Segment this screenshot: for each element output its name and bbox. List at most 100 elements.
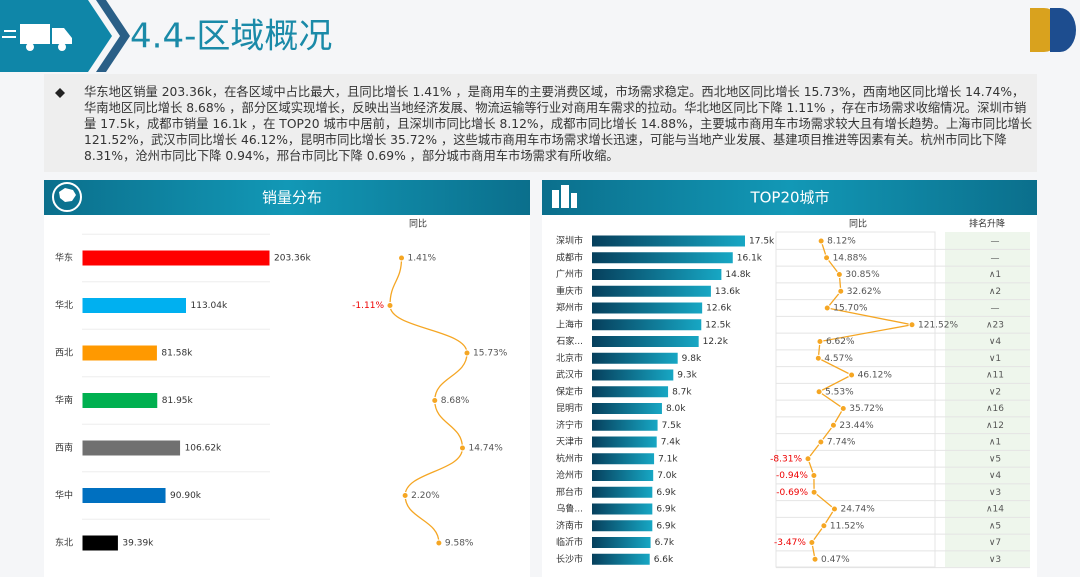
value-label: 113.04k xyxy=(191,301,228,311)
category-label: 济南市 xyxy=(556,519,583,531)
value-label: 7.5k xyxy=(662,421,682,431)
bar xyxy=(81,487,167,504)
rank-change: ∧11 xyxy=(986,371,1004,381)
bullet xyxy=(55,88,65,98)
rank-change: — xyxy=(991,304,1000,314)
value-label: 6.6k xyxy=(654,555,674,565)
value-label: 8.0k xyxy=(666,404,686,414)
category-label: 华东 xyxy=(55,252,73,264)
rank-change: ∨3 xyxy=(989,555,1001,565)
left-panel-header xyxy=(44,180,530,215)
rank-change: ∧16 xyxy=(986,404,1004,414)
rank-change: ∧12 xyxy=(986,421,1004,431)
bar xyxy=(592,503,653,515)
rank-change: ∨4 xyxy=(989,337,1002,347)
category-label: 华北 xyxy=(55,299,73,311)
category-label: 天津市 xyxy=(556,436,583,448)
category-label: 西南 xyxy=(55,442,73,454)
summary: 华东地区销量 203.36k，在各区域中占比最大，且同比增长 1.41% ，是商… xyxy=(84,85,1033,163)
yoy-point xyxy=(829,421,837,429)
category-label: 华南 xyxy=(55,394,73,406)
category-label: 杭州市 xyxy=(556,452,583,464)
yoy-label: 1.41% xyxy=(408,254,437,264)
category-label: 西北 xyxy=(55,348,73,359)
yoy-line xyxy=(807,240,913,560)
bar xyxy=(592,285,711,297)
rank-box xyxy=(945,232,1030,567)
yoy-label: 35.72% xyxy=(849,404,884,414)
bar xyxy=(592,520,653,532)
bar xyxy=(592,386,669,398)
yoy-label: 7.74% xyxy=(827,438,856,448)
yoy-point xyxy=(808,539,816,546)
value-label: 81.58k xyxy=(161,349,193,359)
yoy-label: 46.12% xyxy=(858,371,893,381)
yoy-point xyxy=(811,555,819,563)
yoy-point xyxy=(810,472,818,479)
bar xyxy=(592,235,745,247)
map-icon xyxy=(59,188,76,202)
value-label: 7.0k xyxy=(657,471,677,481)
value-label: 7.1k xyxy=(658,454,678,464)
yoy-point xyxy=(398,254,406,262)
rank-change: — xyxy=(991,253,1000,263)
value-label: 14.8k xyxy=(725,270,751,280)
column-header: 排名升降 xyxy=(969,218,1005,230)
value-label: 90.90k xyxy=(170,491,202,501)
panel-title: 销量分布 xyxy=(262,189,322,207)
rank-change: ∧23 xyxy=(986,320,1004,330)
yoy-point xyxy=(908,321,916,329)
summary-box xyxy=(44,74,1037,172)
rank-change: ∨7 xyxy=(989,538,1001,548)
yoy-label: 15.73% xyxy=(473,349,508,359)
yoy-label: 0.47% xyxy=(821,555,850,565)
bar xyxy=(81,344,158,362)
yoy-label: -3.47% xyxy=(774,538,806,548)
category-label: 沧州市 xyxy=(556,469,583,481)
page-title: 4.4-区域概况 xyxy=(130,17,332,57)
category-label: 北京市 xyxy=(556,352,583,364)
category-label: 重庆市 xyxy=(556,285,583,297)
bar xyxy=(592,537,651,548)
yoy-point xyxy=(820,522,828,530)
left-panel xyxy=(44,180,530,577)
category-label: 东北 xyxy=(55,537,73,549)
category-label: 乌鲁... xyxy=(556,503,583,515)
bar xyxy=(592,269,722,280)
category-label: 石家... xyxy=(556,335,583,347)
bar xyxy=(592,553,650,565)
yoy-box xyxy=(775,231,936,568)
yoy-point xyxy=(816,338,824,345)
yoy-label: 121.52% xyxy=(918,320,958,330)
yoy-label: 11.52% xyxy=(830,521,865,531)
value-label: 6.9k xyxy=(656,521,676,531)
truck-icon xyxy=(2,24,72,51)
yoy-point xyxy=(823,254,831,262)
value-label: 12.6k xyxy=(706,304,732,314)
yoy-point xyxy=(839,405,847,412)
yoy-point xyxy=(814,354,822,362)
yoy-point xyxy=(817,438,825,446)
value-label: 39.39k xyxy=(122,539,154,549)
yoy-label: 24.74% xyxy=(840,505,875,515)
column-header: 同比 xyxy=(409,218,427,230)
category-label: 华中 xyxy=(55,489,73,501)
yoy-label: -0.94% xyxy=(776,471,808,481)
yoy-point xyxy=(458,444,466,452)
bar xyxy=(592,336,699,347)
rank-change: ∧1 xyxy=(989,270,1001,280)
rank-change: ∧14 xyxy=(986,505,1004,515)
category-label: 武汉市 xyxy=(556,369,583,381)
yoy-point xyxy=(823,304,831,312)
value-label: 6.9k xyxy=(656,488,676,498)
category-label: 上海市 xyxy=(556,318,583,330)
value-label: 6.7k xyxy=(655,538,675,548)
value-label: 81.95k xyxy=(162,396,194,406)
category-label: 济宁市 xyxy=(556,419,583,431)
value-label: 9.3k xyxy=(677,371,697,381)
yoy-label: 30.85% xyxy=(845,270,880,280)
building-icon xyxy=(552,185,577,208)
bar xyxy=(592,369,674,381)
rank-change: ∧1 xyxy=(989,438,1001,448)
